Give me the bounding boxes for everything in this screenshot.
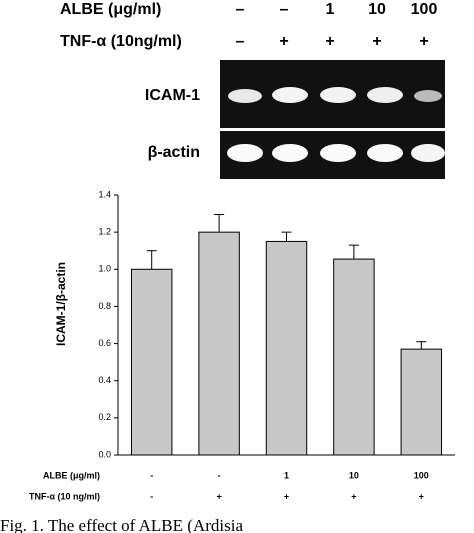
row-label: TNF-α (10ng/ml) (60, 33, 182, 50)
bar (130, 268, 173, 456)
y-axis-label: ICAM-1/β-actin (54, 262, 68, 346)
condition-value: - (218, 470, 221, 480)
bar (198, 231, 240, 456)
lane-label: + (419, 33, 428, 50)
bar (265, 240, 308, 456)
y-tick-label: 0.2 (98, 412, 111, 422)
lane-label: 1 (326, 1, 335, 18)
bar (333, 258, 375, 456)
lane-label: – (236, 1, 245, 18)
band-label: ICAM-1 (145, 87, 200, 104)
lane-label: + (372, 33, 381, 50)
band (227, 144, 263, 162)
lane-label: + (325, 33, 334, 50)
y-tick-label: 1.4 (98, 189, 111, 199)
band (414, 90, 442, 102)
condition-value: - (150, 470, 153, 480)
lane-label: 100 (411, 1, 438, 18)
condition-value: 100 (414, 470, 429, 480)
condition-value: + (419, 491, 424, 501)
condition-value: + (351, 491, 356, 501)
error-bar (146, 250, 157, 270)
error-bar (348, 244, 359, 260)
lane-label: 10 (368, 1, 386, 18)
condition-label: ALBE (μg/ml) (43, 470, 100, 480)
y-tick-label: 0.4 (98, 375, 111, 385)
y-tick-label: 0.0 (98, 449, 111, 459)
condition-value: 1 (284, 470, 289, 480)
condition-value: 10 (349, 470, 359, 480)
caption: Fig. 1. The effect of ALBE (Ardisia (0, 516, 243, 533)
error-bar (416, 341, 427, 350)
band (367, 87, 403, 103)
bands (227, 87, 445, 162)
band (367, 144, 403, 162)
band (411, 144, 445, 162)
condition-value: + (284, 491, 289, 501)
band (228, 89, 262, 103)
condition-value: - (150, 491, 153, 501)
condition-value: + (216, 491, 221, 501)
lane-label: – (236, 33, 245, 50)
band-label: β-actin (148, 144, 200, 161)
band (320, 144, 356, 162)
lane-label: – (280, 1, 289, 18)
y-tick-label: 0.6 (98, 338, 111, 348)
error-bar (214, 214, 225, 233)
y-tick-label: 1.2 (98, 227, 111, 237)
y-tick-label: 1.0 (98, 264, 111, 274)
band (272, 144, 308, 162)
row-label: ALBE (μg/ml) (60, 1, 161, 18)
y-tick-label: 0.8 (98, 301, 111, 311)
bar (400, 348, 443, 456)
band (320, 87, 356, 103)
error-bar (281, 231, 292, 242)
band (272, 87, 308, 103)
condition-label: TNF-α (10 ng/ml) (29, 491, 100, 501)
lane-label: + (279, 33, 288, 50)
